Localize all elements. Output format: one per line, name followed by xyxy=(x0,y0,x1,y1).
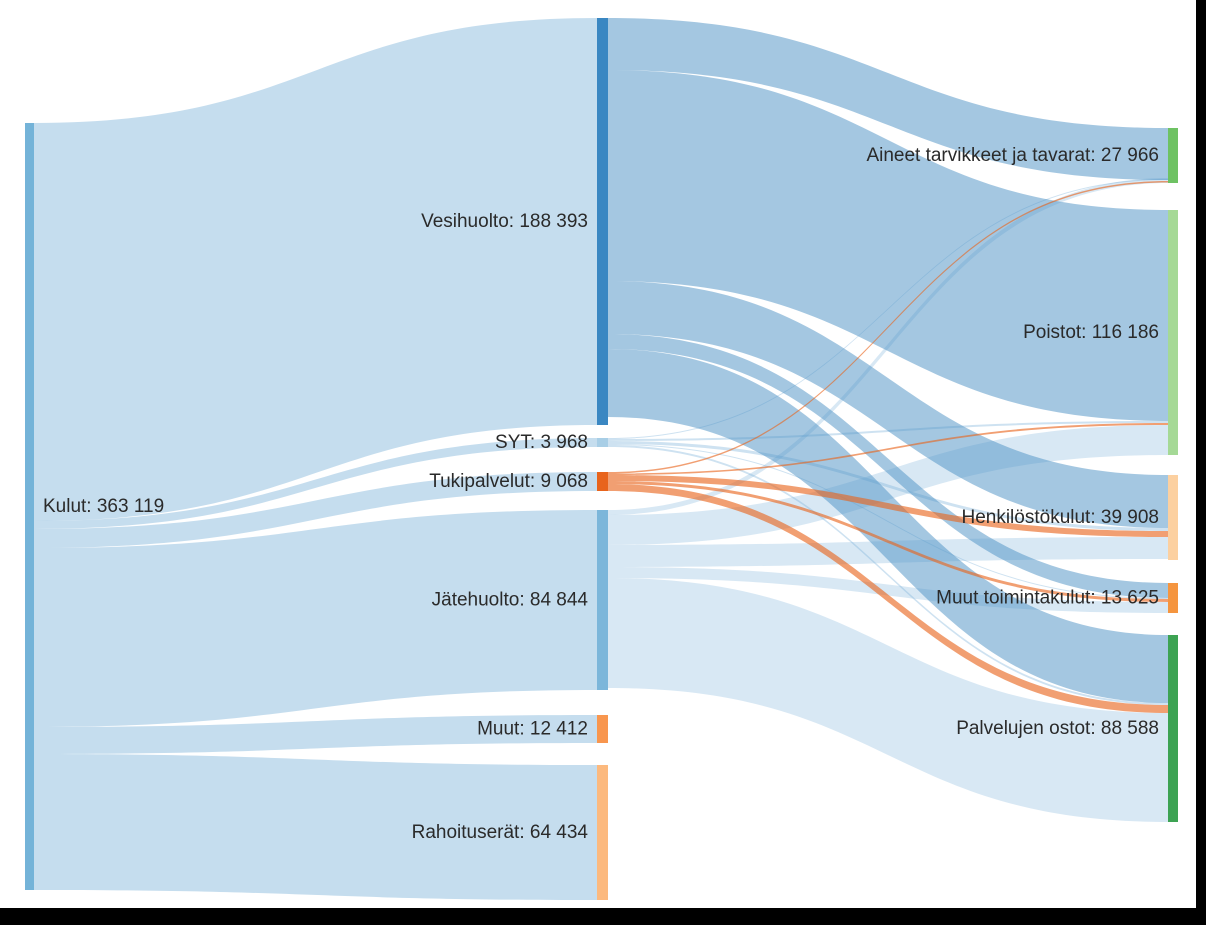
flow-tukipalvelut-henkilostokulut[interactable] xyxy=(608,475,1168,537)
flow-tukipalvelut-muut_toimintakulut[interactable] xyxy=(608,481,1168,602)
flow-tukipalvelut-poistot[interactable] xyxy=(608,423,1168,475)
label-muut: Muut: 12 412 xyxy=(477,719,588,740)
flow-kulut-vesihuolto[interactable] xyxy=(34,18,597,521)
flow-jatehuolto-palvelujen_ostot[interactable] xyxy=(608,578,1168,822)
window-frame-right xyxy=(1196,0,1206,925)
label-syt: SYT: 3 968 xyxy=(495,432,588,453)
flow-kulut-jatehuolto[interactable] xyxy=(34,510,597,727)
node-kulut[interactable] xyxy=(25,123,34,890)
node-aineet[interactable] xyxy=(1168,128,1178,183)
flow-kulut-syt[interactable] xyxy=(34,438,597,529)
flow-kulut-rahoituserat[interactable] xyxy=(34,754,597,900)
node-henkilostokulut[interactable] xyxy=(1168,475,1178,560)
node-palvelujen_ostot[interactable] xyxy=(1168,635,1178,822)
sankey-links-layer xyxy=(34,18,1168,900)
flow-vesihuolto-poistot[interactable] xyxy=(608,70,1168,421)
label-henkilostokulut: Henkilöstökulut: 39 908 xyxy=(961,507,1159,528)
sankey-labels-layer: Kulut: 363 119 Vesihuolto: 188 393 SYT: 3 … xyxy=(43,145,1159,843)
flow-tukipalvelut-aineet[interactable] xyxy=(608,181,1168,474)
node-tukipalvelut[interactable] xyxy=(597,472,608,491)
node-poistot[interactable] xyxy=(1168,210,1178,455)
flow-tukipalvelut-palvelujen_ostot[interactable] xyxy=(608,484,1168,713)
flow-vesihuolto-muut_toimintakulut[interactable] xyxy=(608,334,1168,598)
flow-syt-henkilostokulut[interactable] xyxy=(608,441,1168,531)
label-muut_toimintakulut: Muut toimintakulut: 13 625 xyxy=(936,588,1159,609)
flow-vesihuolto-henkilostokulut[interactable] xyxy=(608,281,1168,528)
label-jatehuolto: Jätehuolto: 84 844 xyxy=(432,590,589,611)
label-vesihuolto: Vesihuolto: 188 393 xyxy=(421,211,588,232)
flow-vesihuolto-aineet[interactable] xyxy=(608,18,1168,180)
label-rahoituserat: Rahoituserät: 64 434 xyxy=(412,822,589,843)
flow-kulut-tukipalvelut[interactable] xyxy=(34,472,597,548)
label-poistot: Poistot: 116 186 xyxy=(1023,322,1159,343)
node-muut_toimintakulut[interactable] xyxy=(1168,583,1178,613)
flow-kulut-muut[interactable] xyxy=(34,715,597,754)
node-vesihuolto[interactable] xyxy=(597,18,608,425)
label-kulut: Kulut: 363 119 xyxy=(43,496,164,517)
label-aineet: Aineet tarvikkeet ja tavarat: 27 966 xyxy=(866,145,1159,166)
node-syt[interactable] xyxy=(597,438,608,447)
label-tukipalvelut: Tukipalvelut: 9 068 xyxy=(429,471,588,492)
flow-syt-palvelujen_ostot[interactable] xyxy=(608,445,1168,705)
label-palvelujen_ostot: Palvelujen ostot: 88 588 xyxy=(956,718,1159,739)
flow-jatehuolto-muut_toimintakulut[interactable] xyxy=(608,567,1168,613)
node-muut[interactable] xyxy=(597,715,608,743)
sankey-nodes-layer xyxy=(25,18,1178,900)
node-rahoituserat[interactable] xyxy=(597,765,608,900)
flow-vesihuolto-palvelujen_ostot[interactable] xyxy=(608,349,1168,703)
window-frame-bottom xyxy=(0,908,1206,925)
node-jatehuolto[interactable] xyxy=(597,510,608,690)
